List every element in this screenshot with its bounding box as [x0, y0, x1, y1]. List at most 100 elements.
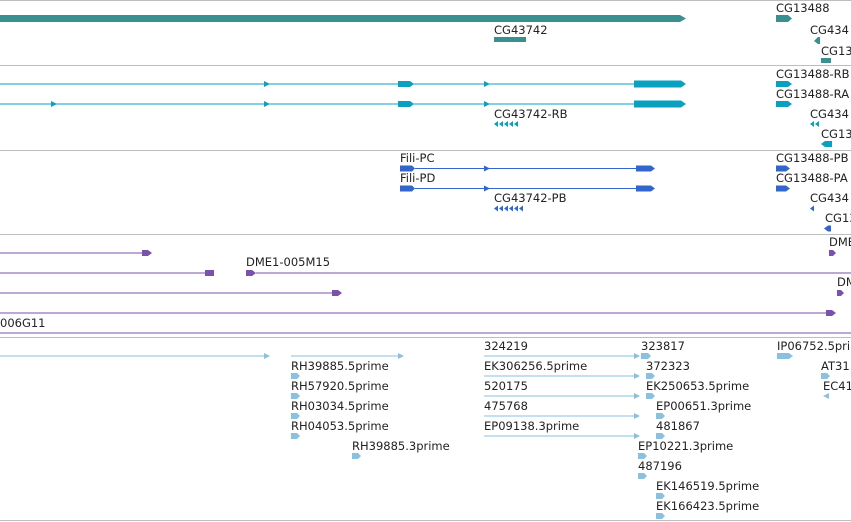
est-read[interactable]: [656, 513, 665, 519]
gene-feature[interactable]: [821, 58, 831, 63]
est-label: RH39885.3prime: [352, 439, 450, 453]
cds-exon[interactable]: [636, 185, 655, 192]
gene-feature-fili[interactable]: [0, 15, 686, 22]
est-read[interactable]: [634, 393, 640, 399]
bac-label: DM: [837, 275, 851, 289]
cds-feature[interactable]: [810, 205, 814, 212]
est-label: RH39885.5prime: [291, 359, 389, 373]
mrna-label: CG13488-RB: [776, 67, 850, 81]
cds-exon[interactable]: [400, 185, 415, 192]
mrna-feature[interactable]: [821, 141, 832, 147]
est-read[interactable]: [823, 393, 829, 399]
est-read[interactable]: [634, 433, 640, 439]
bac-track: DME1-005M15 006G11 DME DM: [0, 235, 851, 334]
gene-track: CG13488 CG43742 CG434 CG13: [0, 1, 851, 63]
cds-label: Fili-PC: [400, 151, 434, 165]
est-read[interactable]: [634, 413, 640, 419]
cds-label: CG13: [825, 211, 851, 225]
est-read[interactable]: [634, 373, 640, 379]
est-read[interactable]: [264, 353, 270, 359]
est-label: AT31: [821, 359, 850, 373]
est-read[interactable]: [656, 413, 665, 419]
est-label: 475768: [484, 399, 528, 413]
est-label: EK250653.5prime: [646, 379, 749, 393]
est-read[interactable]: [398, 353, 404, 359]
bac-clone-end[interactable]: [205, 270, 214, 276]
bac-label: 006G11: [0, 316, 46, 330]
est-read[interactable]: [291, 413, 300, 419]
est-read[interactable]: [638, 473, 647, 479]
cds-exon[interactable]: [400, 165, 415, 172]
est-read[interactable]: [777, 353, 793, 359]
mrna-feature[interactable]: [776, 101, 792, 107]
mrna-track: CG13488-RB CG13488-RA CG43742-RB CG434 C…: [0, 67, 851, 147]
est-read[interactable]: [352, 453, 361, 459]
est-label: EK146519.5prime: [656, 479, 759, 493]
cds-feature[interactable]: [824, 225, 831, 232]
mrna-exon[interactable]: [398, 81, 414, 87]
bac-clone-end[interactable]: [246, 270, 256, 276]
est-label: EC41: [823, 379, 851, 393]
gene-label: CG13488: [776, 1, 830, 15]
est-read[interactable]: [638, 453, 647, 459]
gene-label: CG43742: [494, 23, 548, 37]
est-read[interactable]: [646, 393, 655, 399]
est-label: IP06752.5prime: [777, 339, 851, 353]
strand-arrow-icon: [484, 81, 490, 87]
est-read[interactable]: [646, 373, 655, 379]
cds-feature[interactable]: [776, 185, 790, 192]
bac-clone-end[interactable]: [142, 250, 152, 256]
gene-feature-cg13488[interactable]: [776, 15, 792, 22]
bac-clone-end[interactable]: [332, 290, 342, 296]
mrna-label: CG13: [821, 127, 851, 141]
bac-label: DME: [829, 235, 851, 249]
mrna-exon[interactable]: [398, 101, 414, 107]
cds-label: CG43742-PB: [494, 191, 567, 205]
cds-feature-cg43742-pb[interactable]: [494, 205, 523, 212]
bac-clone-end[interactable]: [837, 290, 844, 296]
cds-track: Fili-PC Fili-PD CG13488-PB CG13488-PA CG…: [400, 151, 851, 232]
est-read[interactable]: [656, 493, 665, 499]
mrna-exon[interactable]: [634, 100, 686, 108]
bac-clone-end[interactable]: [829, 250, 836, 256]
est-label: 481867: [656, 419, 700, 433]
est-read[interactable]: [641, 353, 651, 359]
gene-feature[interactable]: [814, 37, 820, 44]
est-label: 372323: [646, 359, 690, 373]
cds-feature[interactable]: [776, 165, 790, 172]
bac-clone-end[interactable]: [826, 310, 836, 316]
est-read[interactable]: [291, 373, 300, 379]
est-label: 520175: [484, 379, 528, 393]
gene-feature-cg43742[interactable]: [494, 37, 526, 42]
cds-exon[interactable]: [636, 165, 655, 172]
est-label: EP09138.3prime: [484, 419, 579, 433]
mrna-exon[interactable]: [634, 80, 686, 88]
mrna-feature-cg43742-rb[interactable]: [494, 121, 518, 127]
strand-arrow-icon: [51, 101, 57, 107]
gene-label: CG434: [810, 23, 849, 37]
mrna-feature[interactable]: [810, 121, 819, 127]
est-label: 324219: [484, 339, 528, 353]
est-label: RH57920.5prime: [291, 379, 389, 393]
est-track: RH39885.5prime RH57920.5prime RH03034.5p…: [0, 339, 851, 519]
est-label: 323817: [641, 339, 685, 353]
est-read[interactable]: [291, 393, 300, 399]
est-label: EK306256.5prime: [484, 359, 587, 373]
mrna-label: CG13488-RA: [776, 87, 849, 101]
strand-arrow-icon: [484, 165, 490, 172]
est-read[interactable]: [821, 373, 830, 379]
est-read[interactable]: [656, 433, 665, 439]
est-read[interactable]: [634, 353, 640, 359]
est-label: RH03034.5prime: [291, 399, 389, 413]
cds-label: CG434: [810, 191, 849, 205]
gene-label: CG13: [821, 44, 851, 58]
est-label: EP10221.3prime: [638, 439, 733, 453]
est-label: 487196: [638, 459, 682, 473]
est-read[interactable]: [291, 433, 300, 439]
mrna-feature[interactable]: [776, 81, 792, 87]
cds-label: CG13488-PA: [776, 171, 848, 185]
bac-label: DME1-005M15: [246, 255, 330, 269]
strand-arrow-icon: [264, 81, 270, 87]
